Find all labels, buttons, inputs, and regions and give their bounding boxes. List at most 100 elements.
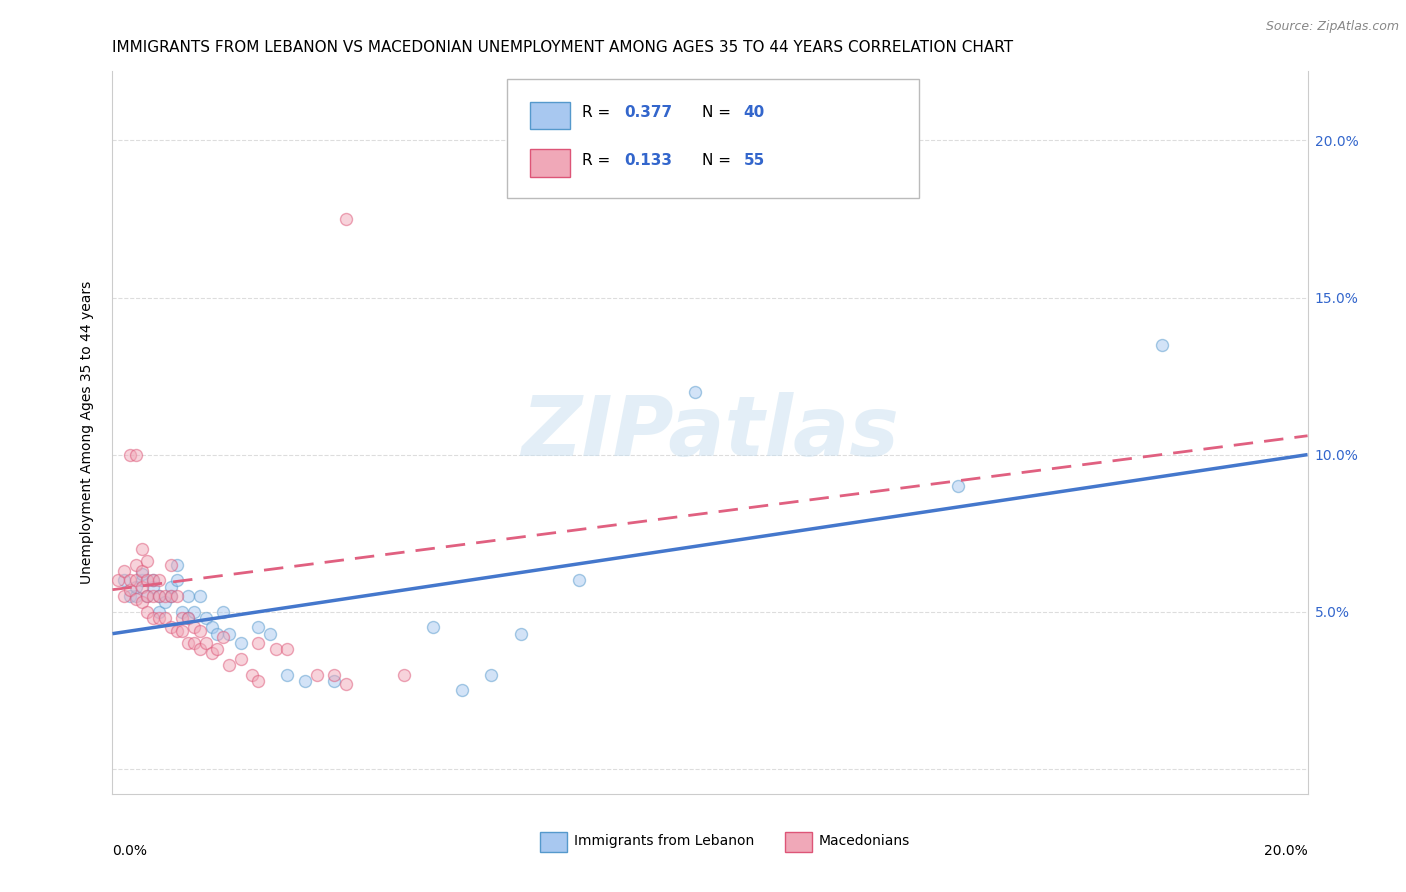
Point <box>131 595 153 609</box>
Point <box>142 580 165 594</box>
Point <box>200 620 222 634</box>
Point <box>125 592 148 607</box>
Point <box>242 667 264 681</box>
Point <box>422 620 444 634</box>
Point <box>159 620 181 634</box>
Text: IMMIGRANTS FROM LEBANON VS MACEDONIAN UNEMPLOYMENT AMONG AGES 35 TO 44 YEARS COR: IMMIGRANTS FROM LEBANON VS MACEDONIAN UN… <box>112 40 1014 55</box>
Text: N =: N = <box>702 105 735 120</box>
Point <box>112 564 135 578</box>
Point <box>148 574 170 588</box>
Point <box>136 605 159 619</box>
Text: 40: 40 <box>744 105 765 120</box>
Point <box>159 580 181 594</box>
Point <box>509 626 531 640</box>
FancyBboxPatch shape <box>530 149 571 177</box>
Point <box>212 630 235 644</box>
Point <box>335 212 357 227</box>
Point <box>142 574 165 588</box>
Point <box>172 611 194 625</box>
Point <box>118 589 141 603</box>
Point <box>136 589 159 603</box>
Point <box>276 642 298 657</box>
Text: N =: N = <box>702 153 735 168</box>
FancyBboxPatch shape <box>530 102 571 129</box>
Point <box>946 479 969 493</box>
Point <box>112 574 135 588</box>
Point <box>177 589 200 603</box>
Point <box>392 667 415 681</box>
Text: 0.0%: 0.0% <box>112 845 148 858</box>
Text: ZIPatlas: ZIPatlas <box>522 392 898 473</box>
Point <box>229 636 252 650</box>
Point <box>568 574 591 588</box>
Point <box>264 642 287 657</box>
Point <box>142 574 165 588</box>
Point <box>194 611 217 625</box>
Point <box>125 574 148 588</box>
Point <box>118 582 141 597</box>
Point <box>188 589 211 603</box>
Point <box>200 646 222 660</box>
Point <box>112 589 135 603</box>
Point <box>125 558 148 572</box>
Point <box>159 589 181 603</box>
Point <box>142 589 165 603</box>
Point <box>481 667 503 681</box>
Point <box>148 589 170 603</box>
Point <box>153 589 176 603</box>
Point <box>131 541 153 556</box>
FancyBboxPatch shape <box>540 832 567 853</box>
Text: R =: R = <box>582 105 616 120</box>
Text: Macedonians: Macedonians <box>818 834 910 847</box>
Point <box>136 554 159 568</box>
Text: R =: R = <box>582 153 616 168</box>
Point <box>218 658 240 673</box>
Point <box>166 558 188 572</box>
Point <box>142 611 165 625</box>
Point <box>131 574 153 588</box>
Point <box>177 611 200 625</box>
Point <box>1150 337 1173 351</box>
Point <box>131 580 153 594</box>
Point <box>276 667 298 681</box>
Point <box>188 624 211 638</box>
Point <box>323 667 346 681</box>
Point <box>194 636 217 650</box>
Point <box>131 564 153 578</box>
Point <box>166 574 188 588</box>
Text: Immigrants from Lebanon: Immigrants from Lebanon <box>574 834 754 847</box>
FancyBboxPatch shape <box>786 832 811 853</box>
Point <box>207 642 229 657</box>
Point <box>183 636 205 650</box>
Point <box>335 677 357 691</box>
Point <box>159 558 181 572</box>
Point <box>323 673 346 688</box>
Point <box>107 574 129 588</box>
Point <box>218 626 240 640</box>
Text: 20.0%: 20.0% <box>1264 845 1308 858</box>
Point <box>177 611 200 625</box>
Point <box>305 667 328 681</box>
Point <box>685 384 707 399</box>
Point <box>148 611 170 625</box>
Point <box>188 642 211 657</box>
Point <box>247 620 270 634</box>
Point <box>148 589 170 603</box>
Point <box>207 626 229 640</box>
Point <box>125 580 148 594</box>
Point <box>166 624 188 638</box>
Point <box>131 566 153 581</box>
Point <box>159 589 181 603</box>
Point <box>183 605 205 619</box>
Point <box>259 626 281 640</box>
Point <box>153 595 176 609</box>
Y-axis label: Unemployment Among Ages 35 to 44 years: Unemployment Among Ages 35 to 44 years <box>80 281 94 584</box>
Text: 55: 55 <box>744 153 765 168</box>
Point <box>294 673 316 688</box>
Point <box>172 624 194 638</box>
Text: Source: ZipAtlas.com: Source: ZipAtlas.com <box>1265 20 1399 33</box>
Point <box>172 605 194 619</box>
Point <box>247 673 270 688</box>
Point <box>125 589 148 603</box>
Point <box>136 589 159 603</box>
